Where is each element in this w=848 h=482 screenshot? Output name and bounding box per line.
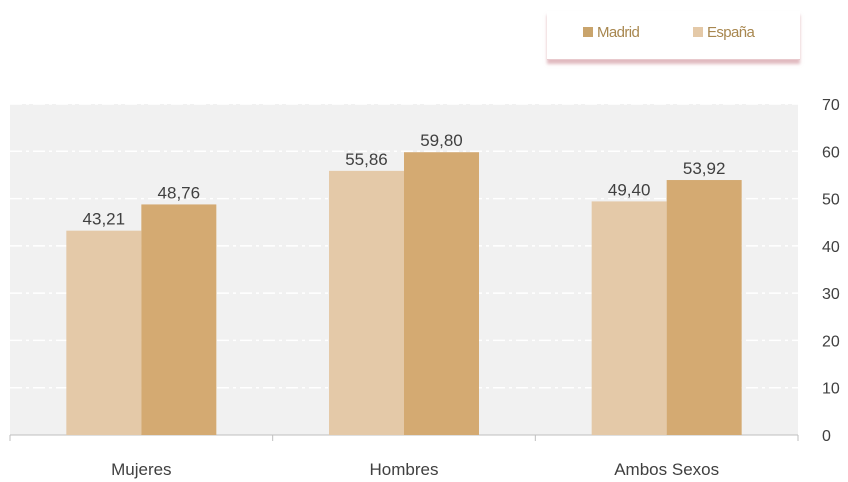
- bar-madrid: [404, 152, 479, 435]
- bar-espana: [591, 201, 667, 435]
- x-tick-label: Mujeres: [111, 460, 171, 479]
- data-label: 55,86: [345, 150, 388, 169]
- y-tick-label: 30: [822, 286, 840, 303]
- y-tick-label: 60: [822, 144, 840, 161]
- chart-legend: Madrid España: [547, 11, 800, 60]
- bar-espana: [329, 170, 404, 435]
- legend-swatch-espana: [693, 27, 703, 37]
- legend-swatch-madrid: [583, 27, 593, 37]
- data-label: 53,92: [683, 159, 726, 178]
- data-label: 59,80: [420, 131, 463, 150]
- y-tick-label: 20: [822, 333, 840, 350]
- x-tick-label: Hombres: [370, 460, 439, 479]
- legend-label-madrid: Madrid: [597, 24, 640, 41]
- y-tick-label: 10: [822, 381, 840, 398]
- bar-espana: [66, 230, 142, 435]
- y-tick-label: 0: [822, 428, 831, 445]
- y-tick-label: 40: [822, 239, 840, 256]
- y-tick-label: 70: [822, 97, 840, 114]
- legend-label-espana: España: [707, 24, 755, 41]
- bar-madrid: [666, 180, 742, 435]
- legend-item-madrid: Madrid: [583, 24, 640, 41]
- data-label: 43,21: [83, 210, 126, 229]
- data-label: 49,40: [608, 180, 651, 199]
- bar-madrid: [141, 204, 217, 435]
- x-tick-label: Ambos Sexos: [614, 460, 719, 479]
- y-tick-label: 50: [822, 192, 840, 209]
- data-label: 48,76: [158, 183, 201, 202]
- legend-item-espana: España: [693, 24, 755, 41]
